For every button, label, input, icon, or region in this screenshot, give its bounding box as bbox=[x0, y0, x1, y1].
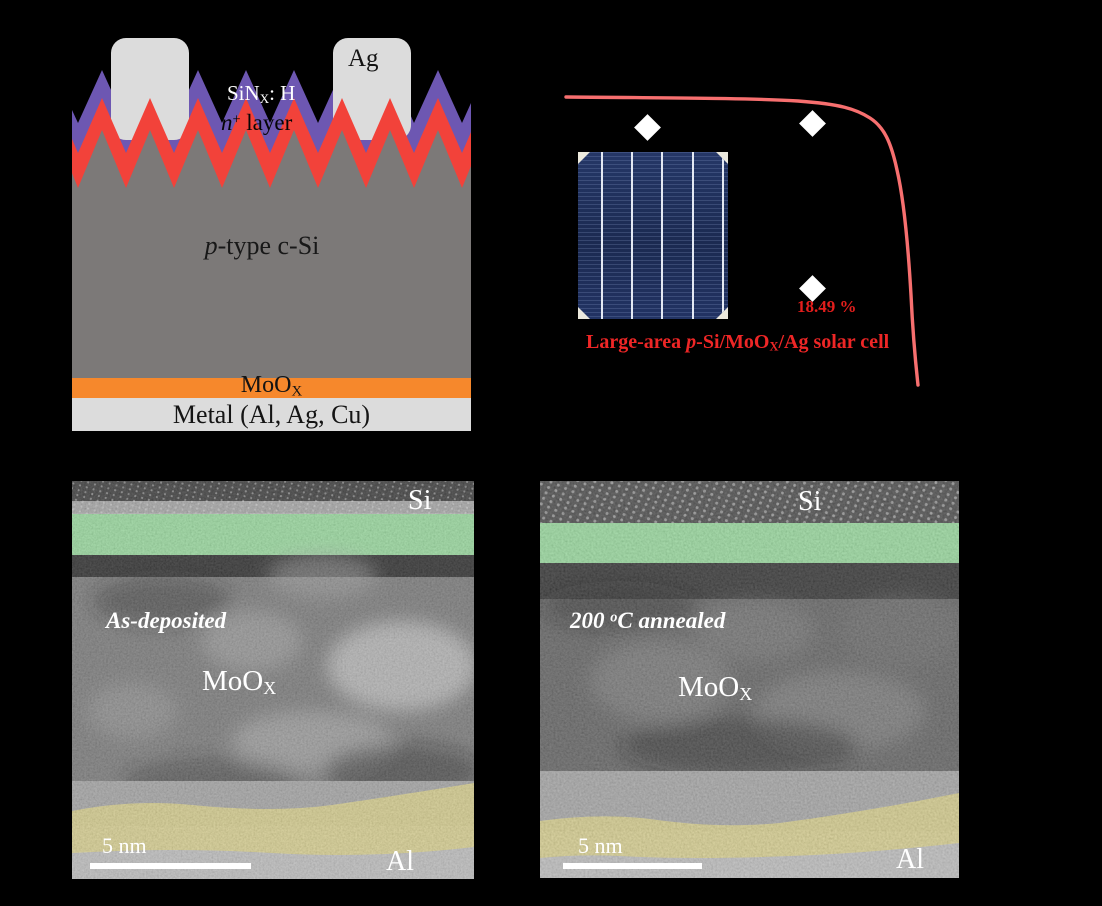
tem-right-moox-label: MoOX bbox=[678, 671, 753, 704]
tem-right-al-label: Al bbox=[896, 844, 924, 875]
metal-bar-label: Metal (Al, Ag, Cu) bbox=[172, 400, 371, 429]
p-type-body-label: p-type c-Si bbox=[204, 231, 320, 260]
moox-layer-bar bbox=[72, 378, 471, 398]
p-type-body-shape bbox=[72, 130, 471, 378]
jv-curve-plot bbox=[564, 95, 920, 387]
ag-contact-label: Ag bbox=[348, 45, 379, 72]
tem-right-scalebar-label: 5 nm bbox=[578, 833, 623, 858]
jv-curve-line bbox=[564, 95, 920, 387]
tem-left-si-label: Si bbox=[408, 485, 432, 516]
solar-cell-schematic bbox=[72, 38, 471, 431]
n-layer-label: n+ layer bbox=[221, 110, 293, 135]
jv-caption: Large-area p-Si/MoOX/Ag solar cell bbox=[586, 331, 890, 354]
ag-contact-left bbox=[111, 38, 189, 140]
tem-right-condition-label: 200 oC annealed bbox=[570, 608, 726, 633]
efficiency-value: 18.49 % bbox=[797, 297, 857, 316]
metal-layer-bar bbox=[72, 398, 471, 431]
tem-left-condition-label: As-deposited bbox=[106, 608, 227, 633]
moox-bar-label: MoOX bbox=[240, 372, 303, 400]
tem-image-as-deposited bbox=[72, 481, 474, 879]
solar-cell-photo-face bbox=[578, 152, 728, 319]
tem-left-scalebar-label: 5 nm bbox=[102, 833, 147, 858]
tem-image-annealed bbox=[540, 481, 959, 878]
solar-cell-photo bbox=[578, 152, 728, 319]
sinx-layer-label: SiNX: H bbox=[227, 81, 296, 106]
tem-left-moox-label: MoOX bbox=[202, 665, 277, 698]
tem-right-si-label: Si bbox=[798, 486, 822, 517]
tem-right-scalebar bbox=[563, 863, 702, 869]
tem-left-al-label: Al bbox=[386, 846, 414, 877]
tem-left-scalebar bbox=[90, 863, 251, 869]
